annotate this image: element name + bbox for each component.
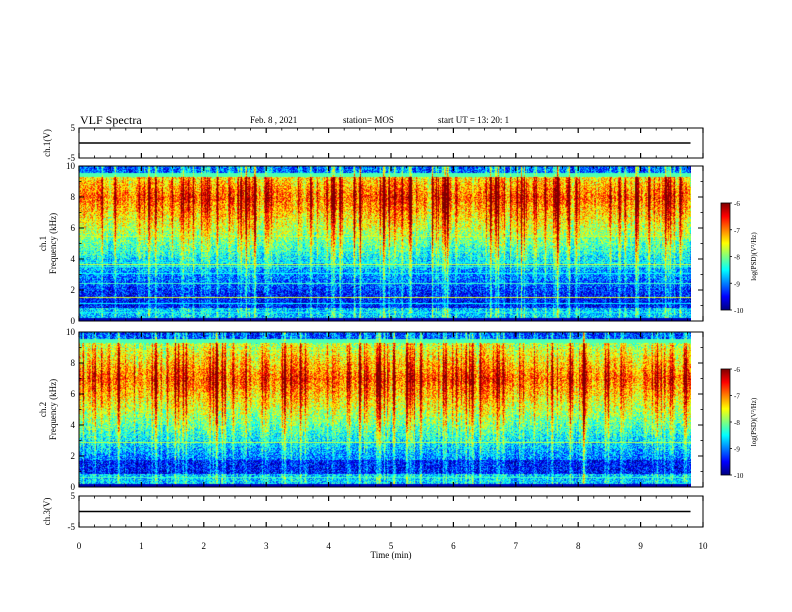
y-axis-label: ch.1(V) bbox=[42, 129, 52, 157]
spectrogram-ch1 bbox=[79, 166, 691, 321]
y-axis-label: ch.1Frequency (kHz) bbox=[38, 213, 58, 274]
y-tick-label: 0 bbox=[71, 482, 76, 492]
x-tick-label: 10 bbox=[699, 541, 709, 551]
colorbar-tick-label: -10 bbox=[734, 307, 744, 315]
colorbar-tick-label: -9 bbox=[734, 280, 740, 288]
x-tick-label: 8 bbox=[576, 541, 581, 551]
x-tick-label: 1 bbox=[139, 541, 144, 551]
y-axis-label-line: ch.3(V) bbox=[42, 498, 52, 526]
x-tick-label: 3 bbox=[264, 541, 269, 551]
y-tick-label: 5 bbox=[71, 123, 76, 133]
y-axis-label-line: ch.1 bbox=[38, 236, 48, 251]
x-tick-label: 5 bbox=[389, 541, 394, 551]
colorbar-tick-label: -10 bbox=[734, 472, 744, 480]
date-label: Feb. 8 , 2021 bbox=[250, 115, 298, 125]
x-tick-label: 4 bbox=[326, 541, 331, 551]
y-tick-label: 8 bbox=[71, 358, 76, 368]
y-tick-label: 5 bbox=[71, 491, 76, 501]
colorbar-tick-label: -6 bbox=[734, 200, 740, 208]
start-time-label: start UT = 13: 20: 1 bbox=[438, 115, 510, 125]
colorbar-tick-label: -7 bbox=[734, 227, 740, 235]
x-tick-label: 6 bbox=[451, 541, 456, 551]
y-axis-label: ch.2Frequency (kHz) bbox=[38, 379, 58, 440]
y-tick-label: 0 bbox=[71, 316, 76, 326]
y-tick-label: 4 bbox=[71, 254, 76, 264]
y-axis-label-line: ch.2 bbox=[38, 402, 48, 417]
y-tick-label: 10 bbox=[66, 327, 76, 337]
y-tick-label: -5 bbox=[68, 522, 76, 532]
y-axis-label: ch.3(V) bbox=[42, 498, 52, 526]
x-tick-label: 2 bbox=[202, 541, 207, 551]
y-tick-label: 6 bbox=[71, 223, 76, 233]
x-tick-label: 9 bbox=[638, 541, 643, 551]
colorbar-tick-label: -8 bbox=[734, 254, 740, 262]
colorbar-tick-label: -7 bbox=[734, 393, 740, 401]
colorbar-label: log(PSD)(V²/Hz) bbox=[750, 397, 758, 446]
colorbar-label: log(PSD)(V²/Hz) bbox=[750, 232, 758, 281]
y-tick-label: 10 bbox=[66, 161, 76, 171]
y-tick-label: 2 bbox=[71, 451, 76, 461]
chart-title: VLF Spectra bbox=[80, 113, 142, 127]
y-tick-label: 2 bbox=[71, 285, 76, 295]
colorbar bbox=[720, 202, 731, 311]
colorbar-tick-label: -9 bbox=[734, 446, 740, 454]
y-axis-label-line: ch.1(V) bbox=[42, 129, 52, 157]
colorbar-tick-label: -8 bbox=[734, 419, 740, 427]
y-tick-label: 8 bbox=[71, 192, 76, 202]
colorbar-tick-label: -6 bbox=[734, 366, 740, 374]
y-tick-label: -5 bbox=[68, 153, 76, 163]
y-axis-label-line: Frequency (kHz) bbox=[48, 213, 58, 274]
x-tick-label: 7 bbox=[514, 541, 519, 551]
y-axis-label-line: Frequency (kHz) bbox=[48, 379, 58, 440]
plot-layer bbox=[79, 142, 691, 513]
spectrogram-ch2 bbox=[79, 332, 691, 487]
y-tick-label: 6 bbox=[71, 389, 76, 399]
colorbar bbox=[720, 368, 731, 476]
x-tick-label: 0 bbox=[77, 541, 82, 551]
x-axis-label: Time (min) bbox=[371, 550, 412, 560]
y-tick-label: 4 bbox=[71, 420, 76, 430]
station-label: station= MOS bbox=[343, 115, 394, 125]
